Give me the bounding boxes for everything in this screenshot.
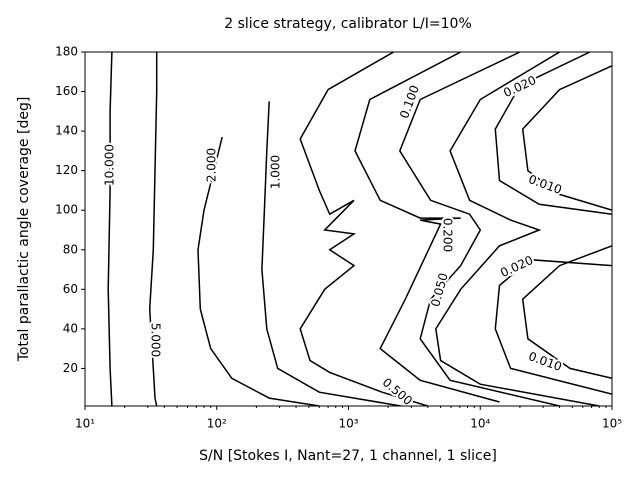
y-tick-label: 20 (63, 361, 78, 375)
contour-line (261, 101, 402, 406)
x-tick-label: 10¹ (75, 417, 95, 431)
y-tick-label: 100 (55, 203, 78, 217)
chart-title: 2 slice strategy, calibrator L/I=10% (224, 16, 472, 32)
contour-line (107, 52, 113, 406)
contour-label: 10.000 (103, 144, 117, 186)
y-tick-label: 40 (63, 321, 78, 335)
y-tick-label: 120 (55, 163, 78, 177)
x-axis-label: S/N [Stokes I, Nant=27, 1 channel, 1 sli… (199, 448, 497, 464)
contour-line (197, 136, 320, 406)
contour-label: 1.000 (269, 155, 283, 189)
contour-line (354, 52, 500, 403)
y-tick-label: 140 (55, 124, 78, 138)
contour-label: 0.200 (441, 218, 455, 252)
x-tick-label: 10³ (338, 417, 358, 431)
contour-line (398, 52, 560, 406)
y-tick-label: 60 (63, 282, 78, 296)
y-axis-label: Total parallactic angle coverage [deg] (16, 97, 32, 363)
x-tick-label: 10⁵ (602, 417, 622, 431)
contour-label: 5.000 (149, 323, 163, 357)
x-tick-label: 10⁴ (470, 417, 490, 431)
contour-line (521, 65, 612, 380)
contour-line (435, 52, 600, 406)
contour-line (148, 52, 158, 406)
x-tick-label: 10² (207, 417, 227, 431)
y-tick-label: 180 (55, 45, 78, 59)
contour-line (299, 52, 429, 406)
contour-label: 2.000 (205, 148, 219, 182)
contour-line (494, 52, 612, 395)
y-tick-label: 80 (63, 242, 78, 256)
y-tick-label: 160 (55, 84, 78, 98)
